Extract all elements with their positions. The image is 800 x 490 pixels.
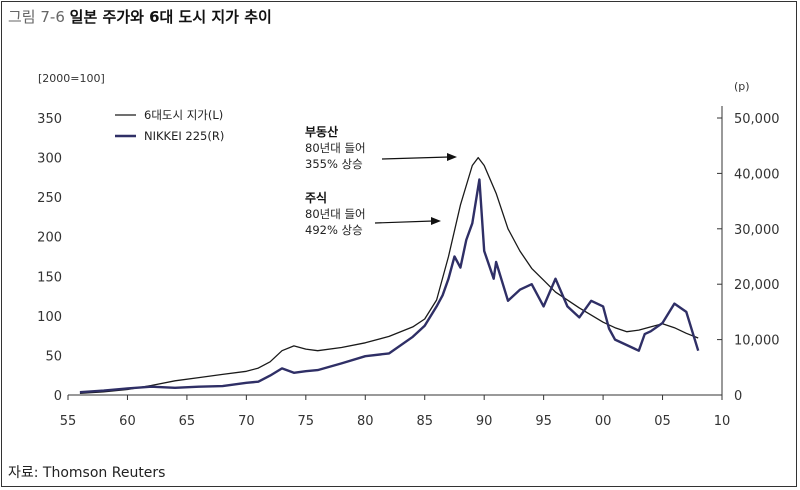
chart-legend: 6대도시 지가(L) NIKKEI 225(R) xyxy=(115,108,224,143)
x-tick-label: 85 xyxy=(416,414,433,429)
legend-label-nikkei: NIKKEI 225(R) xyxy=(144,129,224,143)
y-left-tick-label: 0 xyxy=(54,389,62,404)
figure-title: 그림 7-6 일본 주가와 6대 도시 지가 추이 xyxy=(8,6,272,27)
y-right-tick-label: 20,000 xyxy=(734,278,780,293)
x-tick-label: 75 xyxy=(298,414,315,429)
y-right-tick-label: 40,000 xyxy=(734,167,780,182)
annotation-title: 부동산 xyxy=(305,124,338,139)
legend-label-land-price: 6대도시 지가(L) xyxy=(144,108,223,122)
annotation-arrowhead xyxy=(431,217,441,225)
annotation-title: 주식 xyxy=(305,190,327,205)
annotation-line1: 80년대 들어 xyxy=(305,207,366,221)
annotation-line2: 492% 상승 xyxy=(305,223,363,237)
y-left-tick-label: 250 xyxy=(37,191,62,206)
y-right-tick-label: 30,000 xyxy=(734,223,780,238)
left-axis-unit: [2000=100] xyxy=(38,72,105,85)
right-axis-unit: (p) xyxy=(734,80,750,93)
annotation-arrow xyxy=(381,156,450,160)
y-left-tick-label: 50 xyxy=(45,349,62,364)
x-tick-label: 60 xyxy=(119,414,136,429)
y-left-tick-label: 200 xyxy=(37,231,62,246)
figure-title-text: 일본 주가와 6대 도시 지가 추이 xyxy=(69,8,272,26)
annotation-line1: 80년대 들어 xyxy=(305,141,366,155)
y-left-tick-label: 300 xyxy=(37,152,62,167)
x-tick-label: 95 xyxy=(535,414,552,429)
y-left-tick-label: 100 xyxy=(37,310,62,325)
annotation-arrow xyxy=(374,220,434,224)
land-price-line xyxy=(79,156,699,395)
y-left-tick-label: 350 xyxy=(37,112,62,127)
x-tick-label: 05 xyxy=(654,414,671,429)
y-right-tick-label: 10,000 xyxy=(734,334,780,349)
y-left-tick-label: 150 xyxy=(37,270,62,285)
figure-source: 자료: Thomson Reuters xyxy=(8,465,166,481)
figure-number: 그림 7-6 xyxy=(8,8,65,26)
y-right-tick-label: 0 xyxy=(734,389,742,404)
x-tick-label: 10 xyxy=(714,414,731,429)
x-tick-label: 80 xyxy=(357,414,374,429)
y-right-tick-label: 50,000 xyxy=(734,112,780,127)
annotation-line2: 355% 상승 xyxy=(305,157,363,171)
x-tick-label: 55 xyxy=(60,414,77,429)
chart-lines xyxy=(79,156,700,395)
nikkei-line xyxy=(79,178,700,394)
x-tick-label: 00 xyxy=(595,414,612,429)
x-tick-label: 70 xyxy=(238,414,255,429)
x-tick-label: 90 xyxy=(476,414,493,429)
annotation-arrowhead xyxy=(447,153,457,161)
x-tick-label: 65 xyxy=(179,414,196,429)
chart-axes: [2000=100](p)050100150200250300350010,00… xyxy=(37,72,779,429)
